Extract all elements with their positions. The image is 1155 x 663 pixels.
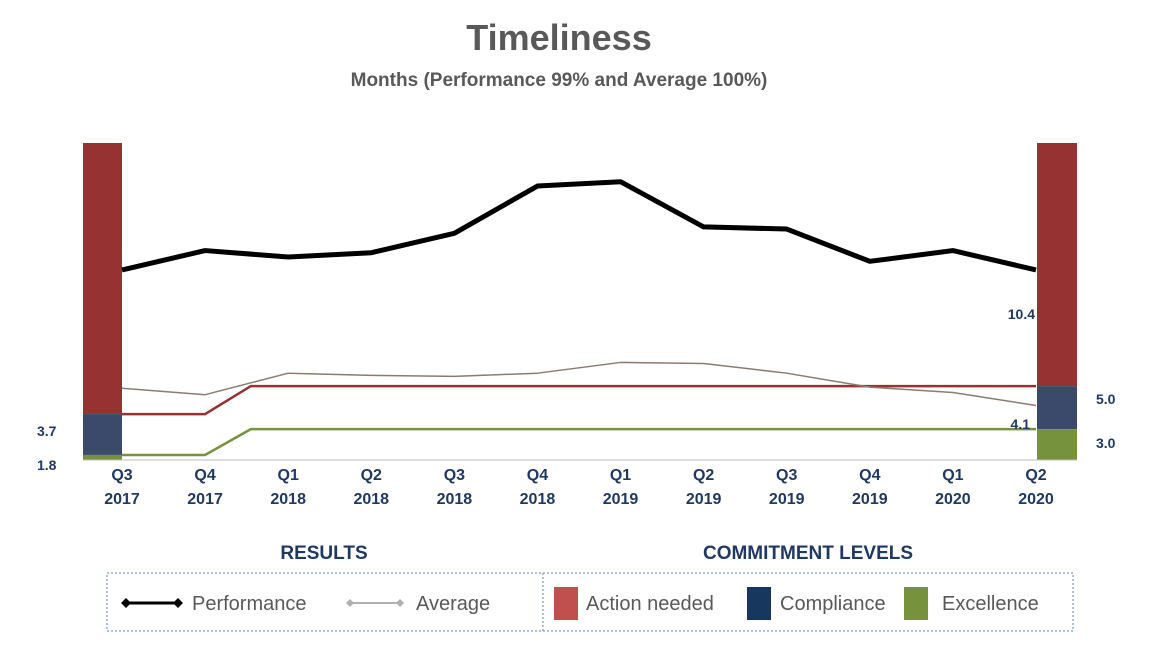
legend-compliance: Compliance [747, 587, 886, 620]
x-tick-quarter: Q2 [693, 467, 714, 484]
chart-title: Timeliness [466, 17, 651, 58]
x-tick-year: 2019 [686, 491, 722, 508]
average-marker-right [396, 599, 404, 607]
x-tick-quarter: Q1 [942, 467, 963, 484]
x-tick-quarter: Q4 [194, 467, 215, 484]
performance-marker-right [173, 598, 183, 608]
legend-excellence: Excellence [904, 587, 1039, 620]
action-needed-threshold-line [122, 384, 1036, 416]
x-tick-quarter: Q4 [859, 467, 880, 484]
legend-performance-label: Performance [192, 593, 307, 615]
x-tick-year: 2017 [104, 491, 140, 508]
legend-performance: Performance [121, 593, 307, 615]
legend-commitment-heading: COMMITMENT LEVELS [703, 543, 913, 564]
performance-marker-left [121, 598, 131, 608]
left-excellence-label: 1.8 [37, 457, 57, 473]
right-excellence-label: 3.0 [1096, 435, 1116, 451]
x-tick-year: 2019 [769, 491, 805, 508]
average-last-label: 4.1 [1011, 416, 1031, 432]
right-compliance-label: 5.0 [1096, 391, 1116, 407]
legend-results-heading: RESULTS [280, 543, 367, 564]
excellence-swatch [904, 587, 928, 620]
performance-line [121, 179, 1037, 273]
commitment-bands [83, 143, 1077, 460]
x-tick-year: 2019 [603, 491, 639, 508]
legend-compliance-label: Compliance [780, 593, 886, 615]
x-tick-quarter: Q3 [444, 467, 465, 484]
left-band-action-needed [83, 143, 122, 415]
x-tick-year: 2018 [520, 491, 556, 508]
excellence-threshold-line [122, 427, 1036, 457]
right-band-compliance [1037, 386, 1077, 430]
x-tick-quarter: Q1 [610, 467, 631, 484]
threshold-lines [122, 384, 1036, 457]
performance-last-label: 10.4 [1008, 306, 1035, 322]
x-tick-quarter: Q4 [527, 467, 548, 484]
legend-average-label: Average [416, 593, 490, 615]
left-band-compliance [83, 414, 122, 455]
average-marker-left [346, 599, 354, 607]
x-tick-year: 2020 [1018, 491, 1054, 508]
average-line [121, 361, 1037, 407]
x-tick-year: 2020 [935, 491, 971, 508]
x-tick-year: 2017 [187, 491, 223, 508]
left-band-excellence [83, 454, 122, 460]
x-tick-quarter: Q1 [278, 467, 299, 484]
chart-subtitle: Months (Performance 99% and Average 100%… [351, 70, 768, 91]
series-lines [121, 179, 1037, 407]
legend-action-label: Action needed [586, 593, 714, 615]
legend-average: Average [346, 593, 490, 615]
x-tick-quarter: Q2 [361, 467, 382, 484]
x-tick-year: 2018 [437, 491, 473, 508]
x-tick-labels: Q3 2017 Q4 2017 Q1 2018 Q2 2018 Q3 2018 Q4 2018 Q1 20… [104, 467, 1054, 508]
x-tick-quarter: Q3 [776, 467, 797, 484]
x-tick-year: 2019 [852, 491, 888, 508]
action-needed-swatch [554, 587, 578, 620]
x-tick-year: 2018 [353, 491, 389, 508]
right-band-action-needed [1037, 143, 1077, 387]
legend-action-needed: Action needed [554, 587, 714, 620]
x-tick-quarter: Q3 [111, 467, 132, 484]
compliance-swatch [747, 587, 771, 620]
right-band-excellence [1037, 429, 1077, 460]
x-tick-year: 2018 [270, 491, 306, 508]
x-tick-quarter: Q2 [1025, 467, 1046, 484]
legend-excellence-label: Excellence [942, 593, 1039, 615]
left-compliance-label: 3.7 [37, 423, 57, 439]
